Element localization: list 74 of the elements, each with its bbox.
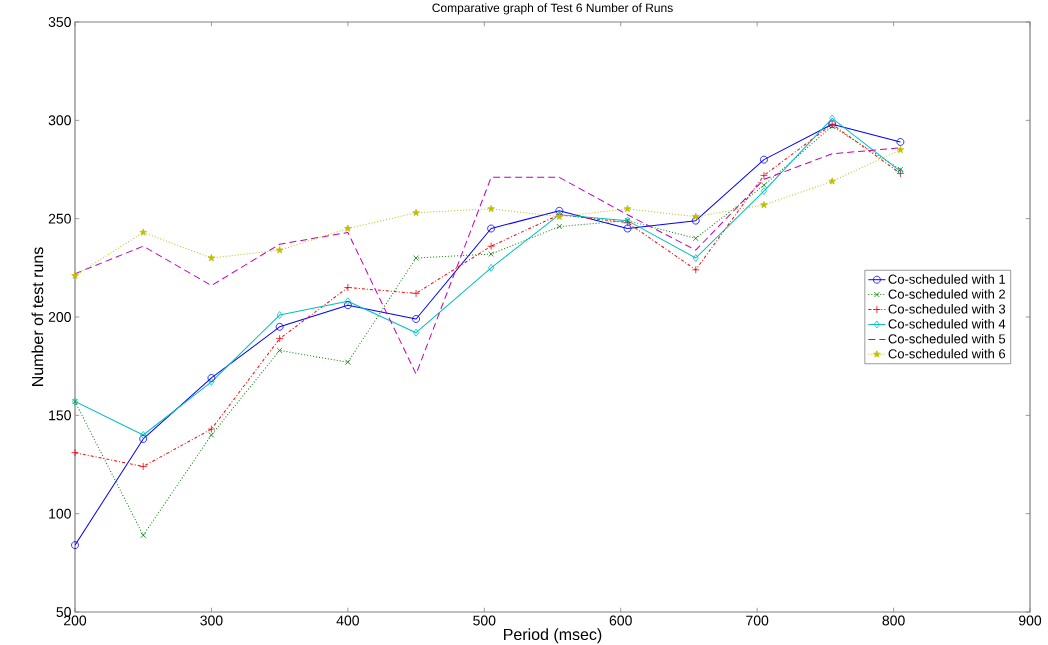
point [276,311,283,319]
point [275,334,284,343]
point [760,201,768,209]
point [413,328,420,337]
point [896,138,905,146]
point [275,322,284,331]
point [487,224,496,233]
point [275,246,284,254]
point [208,432,215,438]
point [71,271,79,279]
point [139,435,148,443]
point [276,347,283,354]
point [412,289,420,298]
point [760,187,767,196]
point [139,228,147,236]
y-tick-label: 300 [48,115,71,126]
point [343,283,352,292]
point [760,155,768,164]
point [623,204,632,213]
point [556,223,563,230]
legend-label: Co-scheduled with 5 [888,333,1006,344]
point [140,431,147,439]
point [761,182,767,189]
y-tick-label: 50 [56,607,71,617]
x-tick-label: 900 [1018,615,1042,626]
point [413,255,419,261]
y-tick-label: 100 [49,508,71,519]
point [207,425,216,433]
y-tick-label: 200 [48,312,71,322]
y-tick-label: 250 [48,213,71,224]
legend-label: Co-scheduled with 4 [888,318,1006,329]
x-tick-label: 500 [473,615,496,626]
point [208,378,215,386]
point [71,448,79,457]
point [487,204,495,213]
point [488,263,495,272]
point [487,242,496,251]
legend-label: Co-scheduled with 1 [888,274,1006,284]
legend-label: Co-scheduled with 2 [888,289,1006,299]
point [343,301,352,310]
x-axis-title: Period (msec) [504,628,602,644]
x-tick-label: 200 [64,615,87,626]
point [692,235,699,242]
legend-label: Co-scheduled with 3 [888,304,1006,314]
point [760,171,768,180]
point [829,114,836,123]
point [412,208,420,216]
point [71,541,79,550]
point [828,177,836,185]
x-tick-label: 600 [609,615,632,626]
y-axis-title: Number of test runs [31,247,44,386]
point [623,224,632,233]
legend-label: Co-scheduled with 6 [888,348,1006,359]
point [691,265,700,274]
point [412,315,420,323]
chart-title: Comparative graph of Test 6 Number of Runs [432,3,673,15]
x-tick-label: 400 [336,615,359,626]
point [692,254,699,262]
point [344,224,352,232]
point [344,297,351,306]
point [896,145,905,154]
x-tick-label: 300 [200,615,223,626]
point [691,216,700,225]
point [140,532,147,539]
point [207,254,216,262]
y-tick-label: 150 [49,410,71,421]
point [207,374,216,382]
point [692,212,700,220]
x-tick-label: 800 [882,615,905,626]
y-tick-label: 350 [48,17,71,27]
point [488,251,494,257]
point [139,462,148,471]
point [344,359,351,366]
x-tick-label: 700 [746,615,769,626]
